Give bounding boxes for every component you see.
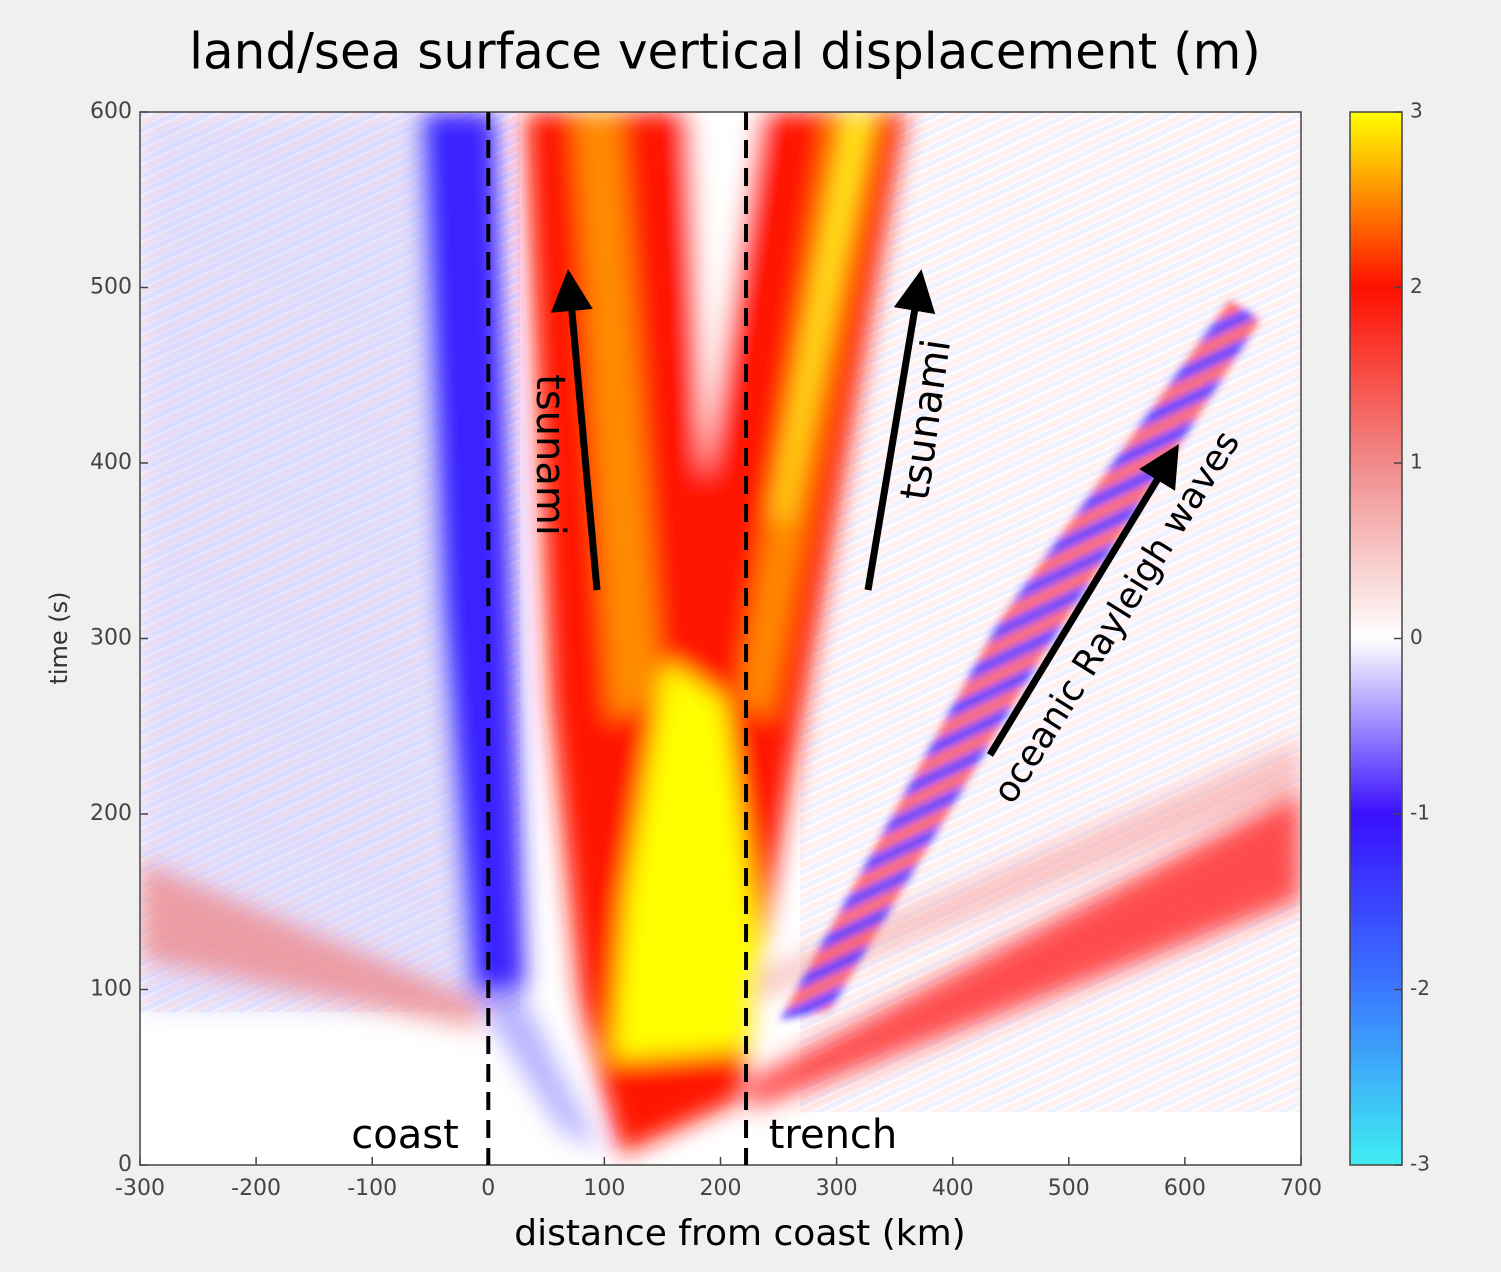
colorbar-tick-label: 0 bbox=[1410, 625, 1423, 649]
colorbar-tick-label: -2 bbox=[1410, 976, 1430, 1000]
annotation: tsunami bbox=[527, 374, 573, 536]
x-tick-label: 200 bbox=[700, 1176, 742, 1201]
y-axis-label: time (s) bbox=[45, 591, 73, 684]
y-tick-label: 200 bbox=[90, 801, 132, 826]
arrow bbox=[864, 269, 936, 591]
y-tick-label: 0 bbox=[118, 1152, 132, 1177]
heatmap-field bbox=[140, 112, 1301, 1165]
colorbar-tick-label: 2 bbox=[1410, 274, 1423, 298]
x-tick-label: -200 bbox=[231, 1176, 281, 1201]
y-tick-label: 600 bbox=[90, 99, 132, 124]
annotation: trench bbox=[769, 1112, 898, 1158]
x-tick-label: 0 bbox=[481, 1176, 495, 1201]
x-axis-label: distance from coast (km) bbox=[514, 1213, 965, 1254]
colorbar-tick-label: -3 bbox=[1410, 1152, 1430, 1176]
x-tick-label: 600 bbox=[1164, 1176, 1206, 1201]
colorbar-tick-label: -1 bbox=[1410, 801, 1430, 825]
arrow bbox=[987, 444, 1179, 757]
y-tick-label: 300 bbox=[90, 626, 132, 651]
x-tick-label: -100 bbox=[347, 1176, 397, 1201]
annotation: coast bbox=[351, 1112, 459, 1158]
chart-title: land/sea surface vertical displacement (… bbox=[189, 23, 1261, 81]
arrow bbox=[550, 269, 601, 591]
x-tick-label: -300 bbox=[115, 1176, 165, 1201]
y-tick-label: 400 bbox=[90, 450, 132, 475]
colorbar-tick-label: 3 bbox=[1410, 99, 1423, 123]
colorbar-tick-label: 1 bbox=[1410, 450, 1423, 474]
colorbar bbox=[1349, 111, 1403, 1166]
y-tick-label: 500 bbox=[90, 275, 132, 300]
x-tick-label: 100 bbox=[583, 1176, 625, 1201]
y-tick-label: 100 bbox=[90, 977, 132, 1002]
x-tick-label: 300 bbox=[816, 1176, 858, 1201]
x-tick-label: 500 bbox=[1048, 1176, 1090, 1201]
x-tick-label: 700 bbox=[1280, 1176, 1322, 1201]
x-tick-label: 400 bbox=[932, 1176, 974, 1201]
